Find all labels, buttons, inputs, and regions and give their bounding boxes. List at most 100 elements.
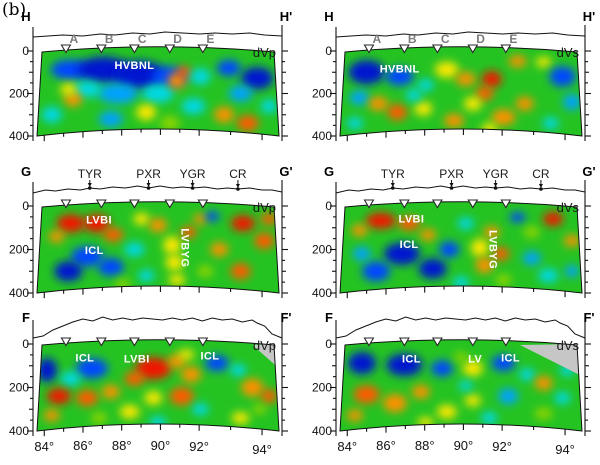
velocity-anomaly-blob: [103, 227, 124, 242]
velocity-section-image: [37, 46, 279, 136]
velocity-anomaly-blob: [37, 358, 58, 383]
velocity-anomaly-blob: [457, 217, 474, 230]
profile-start-label: H: [324, 9, 333, 24]
velocity-anomaly-blob: [91, 411, 107, 424]
station-triangle-marker: [467, 199, 479, 209]
station-letter-label: E: [509, 32, 517, 46]
velocity-anomaly-blob: [534, 407, 553, 420]
velocity-anomaly-blob: [83, 214, 110, 233]
profile-end-label: H': [280, 9, 292, 24]
station-triangle-marker: [164, 44, 176, 54]
station-triangle-marker: [398, 337, 410, 347]
station-triangle-marker: [500, 199, 512, 209]
depth-tick-label: 0: [325, 337, 332, 351]
velocity-anomaly-blob: [138, 269, 155, 282]
station-triangle-marker: [363, 44, 375, 54]
velocity-anomaly-blob: [254, 232, 275, 249]
anomaly-annotation: HVBNL: [114, 60, 154, 72]
velocity-section-image: [37, 201, 279, 293]
velocity-anomaly-blob: [142, 84, 174, 103]
velocity-section-image: [340, 201, 582, 293]
site-dot: [390, 186, 395, 190]
velocity-anomaly-blob: [564, 265, 579, 278]
longitude-ticks: [43, 424, 263, 437]
velocity-anomaly-blob: [481, 71, 502, 88]
site-name-label: TYR: [78, 167, 102, 181]
velocity-anomaly-blob: [522, 251, 541, 266]
velocity-anomaly-blob: [454, 352, 468, 363]
velocity-anomaly-blob: [362, 261, 391, 282]
anomaly-annotation: LVBI: [399, 214, 425, 226]
velocity-anomaly-blob: [368, 96, 389, 111]
depth-tick-label: 200: [312, 243, 332, 257]
station-letter-label: A: [69, 32, 78, 46]
velocity-anomaly-blob: [554, 391, 571, 404]
depth-tick-label: 200: [312, 381, 332, 395]
velocity-anomaly-blob: [192, 403, 209, 416]
station-triangle-marker: [128, 337, 140, 347]
velocity-anomaly-blob: [483, 226, 500, 239]
velocity-anomaly-blob: [538, 268, 559, 283]
profile-end-label: F': [280, 310, 291, 325]
velocity-anomaly-blob: [73, 81, 102, 98]
profile-end-label: F': [583, 310, 594, 325]
velocity-anomaly-blob: [41, 106, 62, 123]
velocity-anomaly-blob: [101, 384, 120, 399]
longitude-tick-label: 84°: [337, 439, 357, 454]
tomography-panel-G-dVp: 0 200 400 G G' dVp TYR PXR YGR CR LVBI ICL LVBYG: [9, 164, 293, 300]
anomaly-annotation: ICL: [402, 353, 421, 365]
longitude-tick-label: 94°: [555, 442, 575, 457]
velocity-anomaly-blob: [60, 371, 81, 386]
velocity-anomaly-blob: [56, 214, 85, 233]
velocity-anomaly-blob: [260, 99, 277, 114]
profile-end-label: G': [279, 164, 292, 179]
anomaly-annotation: LV: [468, 353, 482, 365]
station-triangle-marker: [467, 44, 479, 54]
velocity-anomaly-blob: [470, 238, 489, 257]
station-triangle-marker: [197, 337, 209, 347]
station-triangle-marker: [398, 199, 410, 209]
velocity-anomaly-blob: [260, 213, 277, 226]
velocity-anomaly-blob: [60, 83, 77, 96]
velocity-anomaly-blob: [236, 115, 259, 132]
station-letter-label: D: [173, 32, 182, 46]
site-name-label: PXR: [136, 167, 161, 181]
velocity-anomaly-blob: [463, 96, 482, 111]
longitude-ticks: [346, 424, 566, 437]
site-name-label: CR: [532, 167, 550, 181]
station-triangle-marker: [128, 44, 140, 54]
longitude-tick-label: 84°: [34, 439, 54, 454]
site-dot: [236, 187, 240, 191]
velocity-anomaly-blob: [46, 388, 71, 405]
depth-tick-label: 200: [9, 243, 29, 257]
velocity-anomaly-blob: [197, 265, 214, 278]
depth-tick-label: 400: [312, 286, 332, 300]
velocity-anomaly-blob: [205, 211, 220, 222]
station-triangle-marker: [398, 44, 410, 54]
velocity-anomaly-blob: [384, 242, 420, 265]
longitude-tick-label: 88°: [415, 438, 435, 453]
velocity-anomaly-blob: [509, 212, 526, 223]
site-name-label: YGR: [483, 167, 509, 181]
velocity-section-image: [340, 46, 582, 136]
site-name-label: YGR: [180, 167, 206, 181]
velocity-anomaly-blob: [535, 57, 552, 68]
velocity-anomaly-blob: [386, 353, 423, 376]
wave-type-label: dVp: [253, 200, 276, 215]
anomaly-annotation: LVBYG: [179, 228, 191, 267]
velocity-anomaly-blob: [136, 104, 157, 121]
station-triangle-marker: [60, 199, 72, 209]
station-triangle-marker: [128, 199, 140, 209]
depth-tick-label: 400: [9, 129, 29, 143]
tomography-panel-F-dVp: 0 200 400 F F' dVp ICL LVBI ICL 84° 86° 88° 90° 92° 94…: [9, 310, 292, 457]
anomaly-annotation: HVBNL: [380, 63, 420, 75]
velocity-anomaly-blob: [491, 355, 516, 372]
topography-profile-line: [32, 31, 283, 38]
site-arrowhead: [87, 183, 92, 187]
depth-axes: [330, 25, 591, 141]
station-letter-label: B: [408, 32, 417, 46]
velocity-anomaly-blob: [387, 104, 408, 121]
velocity-anomaly-blob: [414, 101, 433, 116]
velocity-anomaly-blob: [346, 117, 363, 130]
station-triangle-marker: [197, 199, 209, 209]
